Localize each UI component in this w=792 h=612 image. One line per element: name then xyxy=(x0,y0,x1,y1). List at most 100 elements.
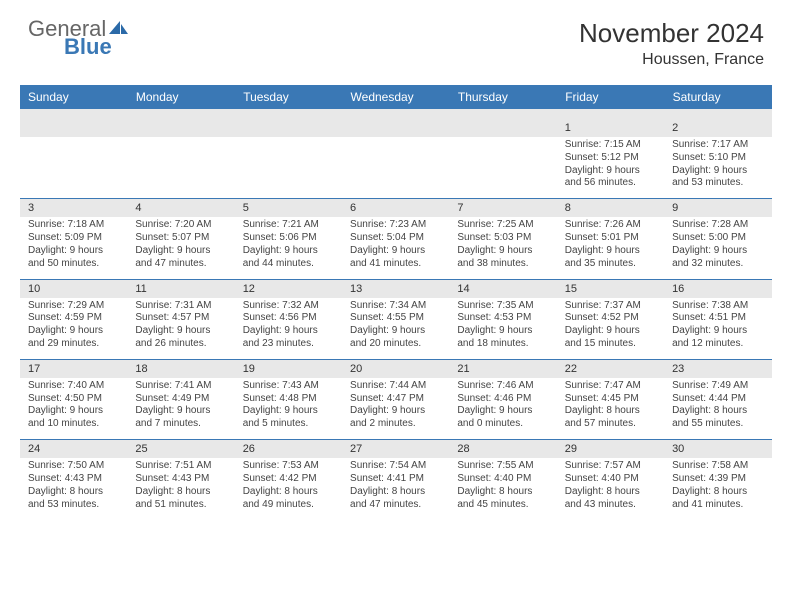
daylight-text-1: Daylight: 9 hours xyxy=(672,165,763,178)
daylight-text-2: and 20 minutes. xyxy=(350,338,441,351)
daylight-text-1: Daylight: 8 hours xyxy=(350,486,441,499)
sunset-text: Sunset: 4:42 PM xyxy=(243,473,334,486)
daylight-text-1: Daylight: 8 hours xyxy=(672,486,763,499)
calendar-day-cell: 22Sunrise: 7:47 AMSunset: 4:45 PMDayligh… xyxy=(557,359,664,439)
calendar-day-cell xyxy=(235,119,342,199)
sunset-text: Sunset: 5:07 PM xyxy=(135,232,226,245)
day-number: 22 xyxy=(557,360,664,378)
day-number: 2 xyxy=(664,119,771,137)
day-number: 7 xyxy=(449,199,556,217)
day-body: Sunrise: 7:43 AMSunset: 4:48 PMDaylight:… xyxy=(235,378,342,439)
day-header: Saturday xyxy=(664,85,771,109)
day-body: Sunrise: 7:26 AMSunset: 5:01 PMDaylight:… xyxy=(557,217,664,278)
daylight-text-1: Daylight: 9 hours xyxy=(28,405,119,418)
daylight-text-1: Daylight: 9 hours xyxy=(350,325,441,338)
day-body: Sunrise: 7:35 AMSunset: 4:53 PMDaylight:… xyxy=(449,298,556,359)
sunrise-text: Sunrise: 7:50 AM xyxy=(28,460,119,473)
day-number: 18 xyxy=(127,360,234,378)
day-body: Sunrise: 7:38 AMSunset: 4:51 PMDaylight:… xyxy=(664,298,771,359)
daylight-text-1: Daylight: 9 hours xyxy=(672,245,763,258)
sunrise-text: Sunrise: 7:58 AM xyxy=(672,460,763,473)
calendar-day-cell xyxy=(20,119,127,199)
day-number: 15 xyxy=(557,280,664,298)
day-body: Sunrise: 7:20 AMSunset: 5:07 PMDaylight:… xyxy=(127,217,234,278)
calendar-week-row: 24Sunrise: 7:50 AMSunset: 4:43 PMDayligh… xyxy=(20,440,772,520)
calendar-day-cell: 17Sunrise: 7:40 AMSunset: 4:50 PMDayligh… xyxy=(20,359,127,439)
calendar-week-row: 10Sunrise: 7:29 AMSunset: 4:59 PMDayligh… xyxy=(20,279,772,359)
calendar-day-cell: 18Sunrise: 7:41 AMSunset: 4:49 PMDayligh… xyxy=(127,359,234,439)
calendar-day-cell: 15Sunrise: 7:37 AMSunset: 4:52 PMDayligh… xyxy=(557,279,664,359)
day-number: 27 xyxy=(342,440,449,458)
daylight-text-1: Daylight: 9 hours xyxy=(243,325,334,338)
sunrise-text: Sunrise: 7:49 AM xyxy=(672,380,763,393)
daylight-text-2: and 32 minutes. xyxy=(672,258,763,271)
sunset-text: Sunset: 5:03 PM xyxy=(457,232,548,245)
day-number: 19 xyxy=(235,360,342,378)
calendar-day-cell: 13Sunrise: 7:34 AMSunset: 4:55 PMDayligh… xyxy=(342,279,449,359)
day-number: 5 xyxy=(235,199,342,217)
day-body: Sunrise: 7:25 AMSunset: 5:03 PMDaylight:… xyxy=(449,217,556,278)
sunset-text: Sunset: 4:56 PM xyxy=(243,312,334,325)
brand-blue: Blue xyxy=(64,36,130,58)
calendar-week-row: 3Sunrise: 7:18 AMSunset: 5:09 PMDaylight… xyxy=(20,199,772,279)
daylight-text-2: and 45 minutes. xyxy=(457,499,548,512)
day-number: 9 xyxy=(664,199,771,217)
calendar-week-row: 1Sunrise: 7:15 AMSunset: 5:12 PMDaylight… xyxy=(20,119,772,199)
calendar-day-cell: 26Sunrise: 7:53 AMSunset: 4:42 PMDayligh… xyxy=(235,440,342,520)
calendar-day-cell: 16Sunrise: 7:38 AMSunset: 4:51 PMDayligh… xyxy=(664,279,771,359)
daylight-text-1: Daylight: 9 hours xyxy=(28,325,119,338)
calendar-week-row: 17Sunrise: 7:40 AMSunset: 4:50 PMDayligh… xyxy=(20,359,772,439)
sunrise-text: Sunrise: 7:20 AM xyxy=(135,219,226,232)
sunset-text: Sunset: 4:48 PM xyxy=(243,393,334,406)
sunrise-text: Sunrise: 7:26 AM xyxy=(565,219,656,232)
day-header: Wednesday xyxy=(342,85,449,109)
calendar-day-cell: 1Sunrise: 7:15 AMSunset: 5:12 PMDaylight… xyxy=(557,119,664,199)
calendar-day-cell: 8Sunrise: 7:26 AMSunset: 5:01 PMDaylight… xyxy=(557,199,664,279)
day-number: 6 xyxy=(342,199,449,217)
day-body: Sunrise: 7:18 AMSunset: 5:09 PMDaylight:… xyxy=(20,217,127,278)
daylight-text-1: Daylight: 9 hours xyxy=(350,405,441,418)
day-body: Sunrise: 7:34 AMSunset: 4:55 PMDaylight:… xyxy=(342,298,449,359)
day-body: Sunrise: 7:41 AMSunset: 4:49 PMDaylight:… xyxy=(127,378,234,439)
sunrise-text: Sunrise: 7:57 AM xyxy=(565,460,656,473)
calendar-day-cell: 21Sunrise: 7:46 AMSunset: 4:46 PMDayligh… xyxy=(449,359,556,439)
daylight-text-2: and 35 minutes. xyxy=(565,258,656,271)
daylight-text-2: and 41 minutes. xyxy=(672,499,763,512)
daylight-text-2: and 47 minutes. xyxy=(350,499,441,512)
day-number: 11 xyxy=(127,280,234,298)
daylight-text-1: Daylight: 8 hours xyxy=(672,405,763,418)
daylight-text-2: and 47 minutes. xyxy=(135,258,226,271)
day-number: 28 xyxy=(449,440,556,458)
sunrise-text: Sunrise: 7:28 AM xyxy=(672,219,763,232)
daylight-text-1: Daylight: 9 hours xyxy=(457,245,548,258)
calendar-day-cell: 28Sunrise: 7:55 AMSunset: 4:40 PMDayligh… xyxy=(449,440,556,520)
calendar-day-cell: 4Sunrise: 7:20 AMSunset: 5:07 PMDaylight… xyxy=(127,199,234,279)
daylight-text-1: Daylight: 9 hours xyxy=(135,405,226,418)
day-number: 30 xyxy=(664,440,771,458)
calendar-day-cell: 14Sunrise: 7:35 AMSunset: 4:53 PMDayligh… xyxy=(449,279,556,359)
daylight-text-2: and 38 minutes. xyxy=(457,258,548,271)
page-header: GeneralBlue November 2024 Houssen, Franc… xyxy=(0,0,792,79)
calendar-day-cell: 2Sunrise: 7:17 AMSunset: 5:10 PMDaylight… xyxy=(664,119,771,199)
sunrise-text: Sunrise: 7:23 AM xyxy=(350,219,441,232)
day-body: Sunrise: 7:15 AMSunset: 5:12 PMDaylight:… xyxy=(557,137,664,198)
day-number: 3 xyxy=(20,199,127,217)
calendar-day-cell xyxy=(127,119,234,199)
sunrise-text: Sunrise: 7:17 AM xyxy=(672,139,763,152)
daylight-text-2: and 50 minutes. xyxy=(28,258,119,271)
header-spacer-row xyxy=(20,109,772,119)
sunrise-text: Sunrise: 7:18 AM xyxy=(28,219,119,232)
day-number: 21 xyxy=(449,360,556,378)
calendar-day-cell: 25Sunrise: 7:51 AMSunset: 4:43 PMDayligh… xyxy=(127,440,234,520)
sunset-text: Sunset: 4:59 PM xyxy=(28,312,119,325)
sunset-text: Sunset: 4:53 PM xyxy=(457,312,548,325)
sunrise-text: Sunrise: 7:40 AM xyxy=(28,380,119,393)
sunset-text: Sunset: 4:49 PM xyxy=(135,393,226,406)
daylight-text-2: and 23 minutes. xyxy=(243,338,334,351)
daylight-text-2: and 29 minutes. xyxy=(28,338,119,351)
calendar-day-cell: 6Sunrise: 7:23 AMSunset: 5:04 PMDaylight… xyxy=(342,199,449,279)
day-number: 12 xyxy=(235,280,342,298)
sunset-text: Sunset: 5:12 PM xyxy=(565,152,656,165)
day-body: Sunrise: 7:46 AMSunset: 4:46 PMDaylight:… xyxy=(449,378,556,439)
month-title: November 2024 xyxy=(579,18,764,49)
